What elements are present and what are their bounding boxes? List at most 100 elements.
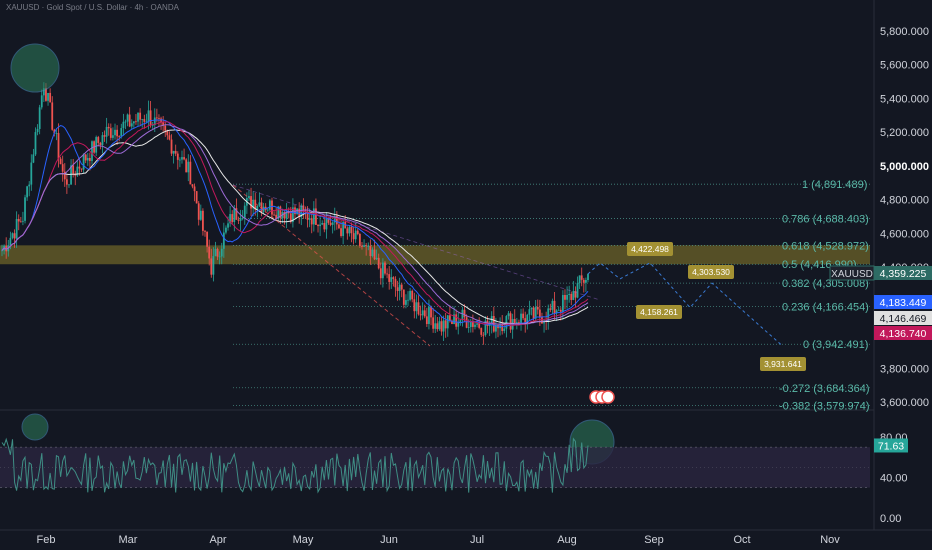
projection-label-box[interactable] <box>636 305 682 319</box>
candle-body[interactable] <box>15 218 18 239</box>
candle-body[interactable] <box>220 248 223 257</box>
candle-body[interactable] <box>308 218 311 220</box>
candle-body[interactable] <box>570 293 573 300</box>
candle-body[interactable] <box>553 300 556 314</box>
candle-body[interactable] <box>350 226 353 234</box>
candle-body[interactable] <box>195 191 198 204</box>
candle-body[interactable] <box>132 121 135 124</box>
candle-body[interactable] <box>225 227 227 233</box>
candle-body[interactable] <box>522 313 525 319</box>
candle-body[interactable] <box>258 202 261 206</box>
candle-body[interactable] <box>327 218 330 223</box>
candle-body[interactable] <box>526 314 529 324</box>
candle-body[interactable] <box>28 184 31 187</box>
candle-body[interactable] <box>143 119 146 122</box>
candle-body[interactable] <box>346 228 349 234</box>
candle-body[interactable] <box>417 302 420 315</box>
candle-body[interactable] <box>70 165 72 185</box>
candle-body[interactable] <box>292 207 294 223</box>
candle-body[interactable] <box>323 222 326 230</box>
candle-body[interactable] <box>254 199 257 210</box>
candle-body[interactable] <box>101 135 104 146</box>
candle-body[interactable] <box>335 215 338 225</box>
candle-body[interactable] <box>338 224 340 229</box>
candle-body[interactable] <box>559 309 562 312</box>
candle-body[interactable] <box>95 137 98 153</box>
candle-body[interactable] <box>262 206 265 212</box>
candle-body[interactable] <box>534 306 537 319</box>
candle-body[interactable] <box>191 184 194 187</box>
candle-body[interactable] <box>57 133 60 159</box>
candle-body[interactable] <box>409 290 412 300</box>
candle-body[interactable] <box>436 323 439 330</box>
candle-body[interactable] <box>189 161 192 185</box>
candle-body[interactable] <box>352 233 355 240</box>
price-tag-box[interactable] <box>874 266 932 280</box>
candle-body[interactable] <box>390 277 393 282</box>
candle-body[interactable] <box>122 121 125 129</box>
candle-body[interactable] <box>459 320 462 323</box>
candle-body[interactable] <box>97 137 100 143</box>
candle-body[interactable] <box>587 274 589 281</box>
candle-body[interactable] <box>109 128 112 138</box>
candle-body[interactable] <box>476 323 478 325</box>
candle-body[interactable] <box>260 202 263 212</box>
candle-body[interactable] <box>76 166 79 176</box>
projection-label-box[interactable] <box>688 265 734 279</box>
candle-body[interactable] <box>448 315 451 321</box>
candle-body[interactable] <box>331 222 334 225</box>
candle-body[interactable] <box>155 117 158 119</box>
candle-body[interactable] <box>202 210 204 231</box>
candle-body[interactable] <box>107 126 110 129</box>
candle-body[interactable] <box>174 150 177 154</box>
candle-body[interactable] <box>82 154 85 170</box>
candle-body[interactable] <box>210 258 213 275</box>
candle-body[interactable] <box>114 129 116 136</box>
candle-body[interactable] <box>241 217 244 219</box>
candle-body[interactable] <box>126 114 129 122</box>
price-tag-box[interactable] <box>874 295 932 309</box>
candle-body[interactable] <box>80 168 83 170</box>
candle-body[interactable] <box>216 248 219 257</box>
candle-body[interactable] <box>413 299 416 312</box>
candle-body[interactable] <box>342 221 345 236</box>
candle-body[interactable] <box>233 208 236 222</box>
candle-body[interactable] <box>99 142 102 146</box>
candle-body[interactable] <box>444 320 447 329</box>
candle-body[interactable] <box>356 230 359 234</box>
candle-body[interactable] <box>415 302 418 312</box>
candle-body[interactable] <box>218 256 221 258</box>
candle-body[interactable] <box>438 321 441 330</box>
candle-body[interactable] <box>325 218 328 230</box>
candle-body[interactable] <box>440 321 443 332</box>
candle-body[interactable] <box>229 214 232 224</box>
candle-body[interactable] <box>279 206 282 218</box>
candle-body[interactable] <box>271 200 273 215</box>
candle-body[interactable] <box>275 214 278 219</box>
candle-body[interactable] <box>34 132 37 155</box>
candle-body[interactable] <box>38 107 41 129</box>
candle-body[interactable] <box>91 141 93 161</box>
projection-label-box[interactable] <box>627 242 673 256</box>
candle-body[interactable] <box>549 308 552 310</box>
candle-body[interactable] <box>371 249 374 257</box>
candle-body[interactable] <box>451 320 453 325</box>
candle-body[interactable] <box>578 275 581 284</box>
candle-body[interactable] <box>289 213 292 223</box>
candle-body[interactable] <box>283 212 286 219</box>
candle-body[interactable] <box>285 211 288 219</box>
candle-body[interactable] <box>40 95 43 108</box>
candle-body[interactable] <box>367 246 370 247</box>
candle-body[interactable] <box>172 150 175 154</box>
candle-body[interactable] <box>239 218 242 221</box>
candle-body[interactable] <box>568 293 571 295</box>
candle-body[interactable] <box>585 280 587 283</box>
candle-body[interactable] <box>183 157 185 160</box>
candle-body[interactable] <box>480 327 483 335</box>
candle-body[interactable] <box>394 279 397 288</box>
candle-body[interactable] <box>541 317 543 324</box>
candle-body[interactable] <box>17 218 20 222</box>
candle-body[interactable] <box>400 284 403 290</box>
price-tag-box[interactable] <box>874 311 932 325</box>
candle-body[interactable] <box>474 324 476 327</box>
